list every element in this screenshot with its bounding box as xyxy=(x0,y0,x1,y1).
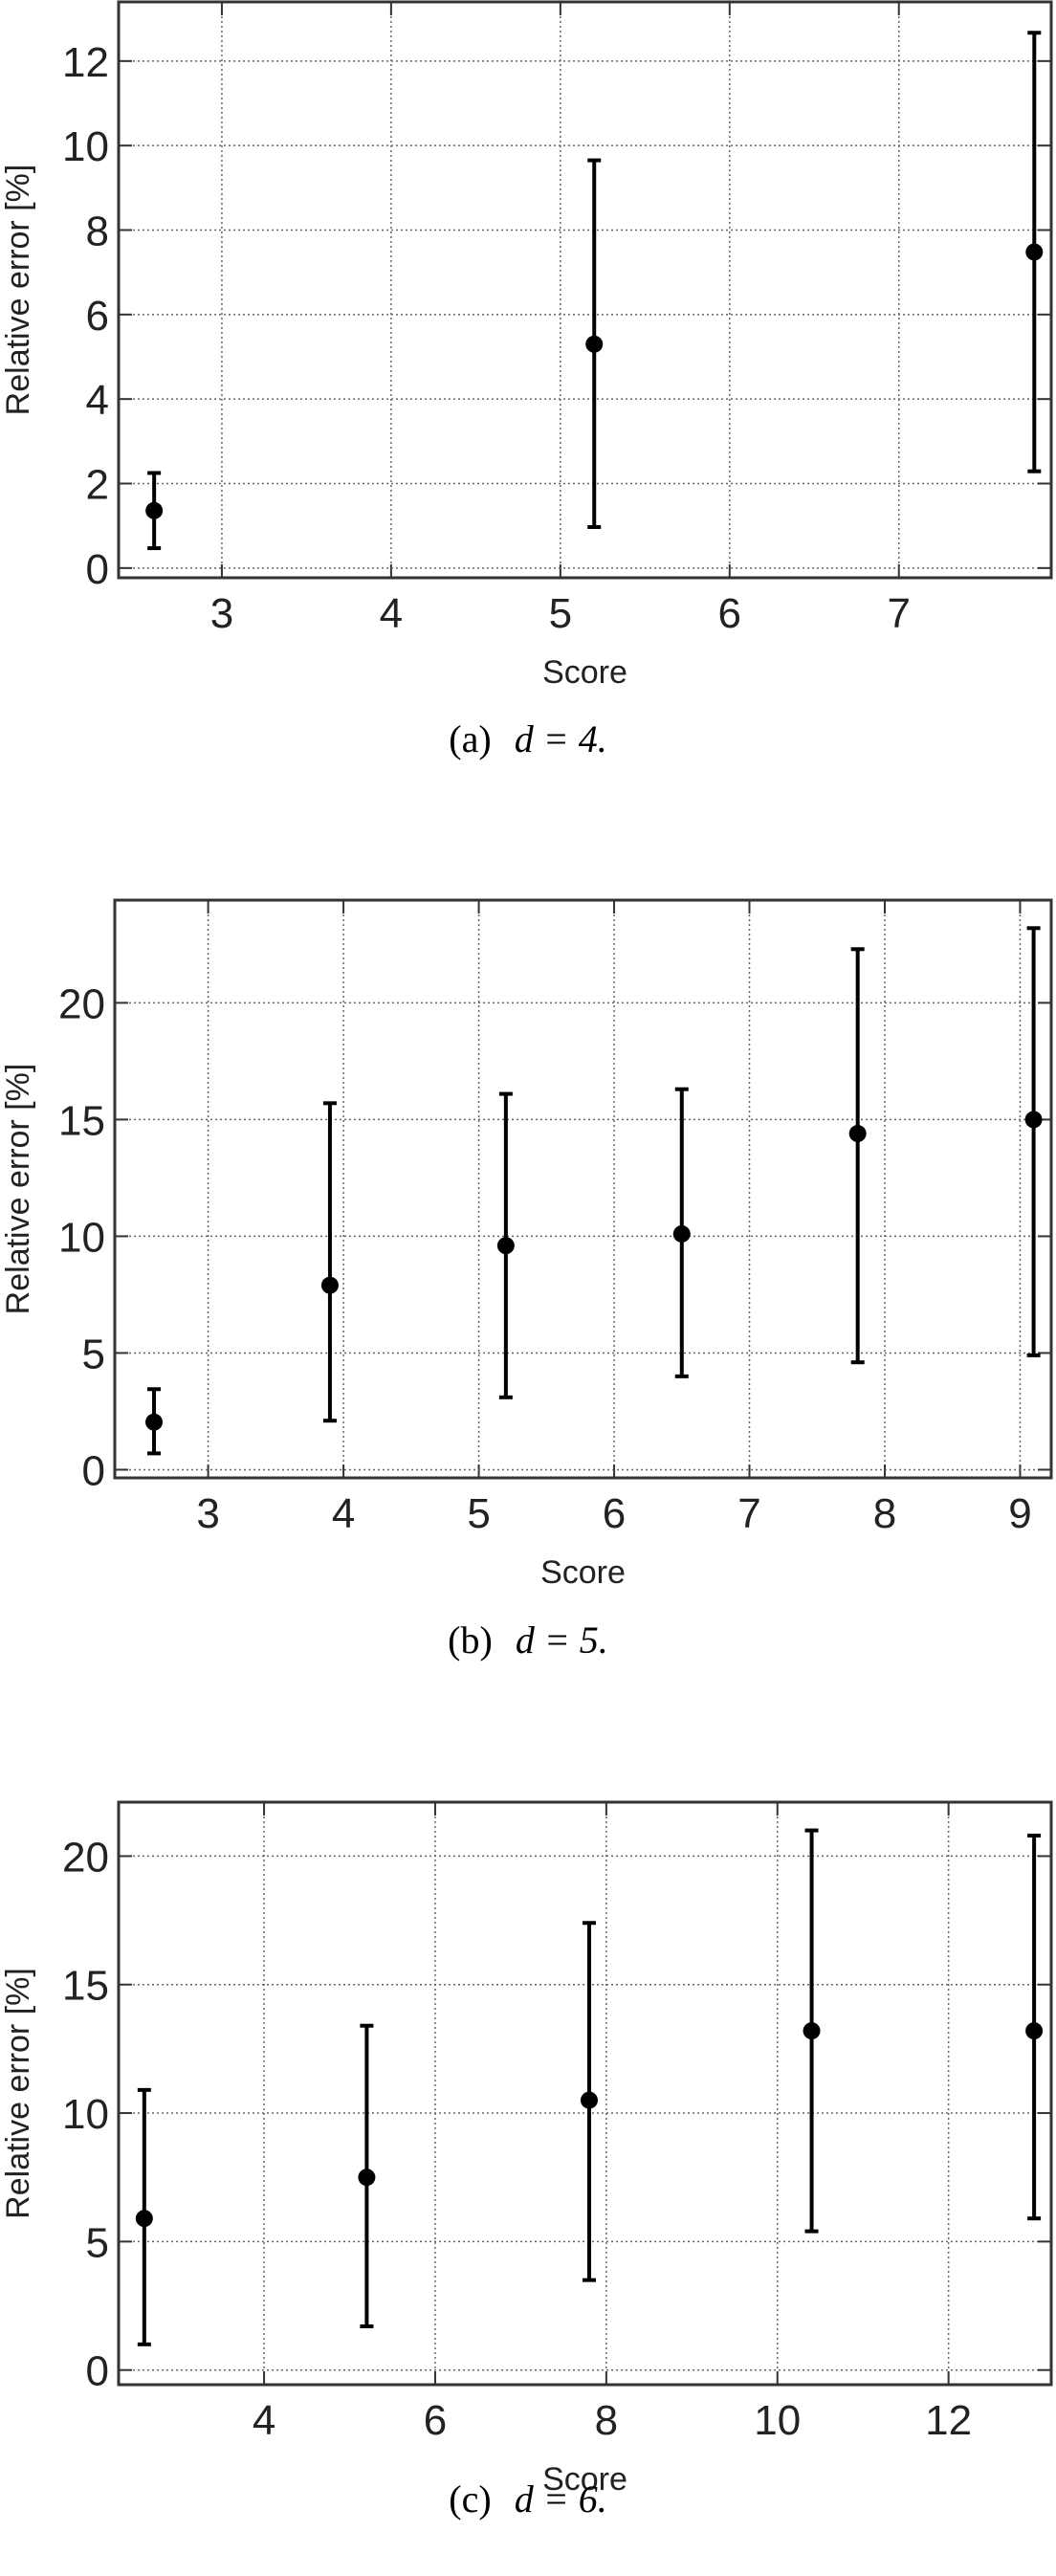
y-tick-label: 6 xyxy=(86,293,109,340)
caption-text: d = 6. xyxy=(515,2477,607,2521)
x-axis-label: Score xyxy=(540,1554,626,1591)
y-tick-label: 15 xyxy=(62,1963,109,2010)
caption: (b) d = 5. xyxy=(448,1618,608,1662)
point xyxy=(496,1237,515,1255)
y-tick-label: 20 xyxy=(58,980,105,1027)
point xyxy=(1024,1111,1043,1129)
plot-frame xyxy=(117,1800,1053,2387)
y-tick-label: 8 xyxy=(86,209,109,255)
x-tick-label: 7 xyxy=(737,1490,760,1537)
x-tick-label: 8 xyxy=(873,1490,896,1537)
y-tick-label: 4 xyxy=(86,377,109,424)
x-axis-label: Score xyxy=(542,654,627,691)
point xyxy=(803,2022,821,2040)
x-tick-label: 8 xyxy=(595,2397,618,2444)
y-tick-label: 10 xyxy=(62,123,109,170)
point xyxy=(580,2091,598,2109)
plot-frame xyxy=(113,898,1053,1480)
point xyxy=(320,1276,339,1294)
caption: (c) d = 6. xyxy=(449,2477,606,2521)
x-tick-label: 3 xyxy=(210,590,233,637)
x-tick-label: 10 xyxy=(754,2397,801,2444)
x-tick-label: 12 xyxy=(925,2397,972,2444)
point xyxy=(672,1224,691,1243)
y-tick-label: 20 xyxy=(62,1834,109,1881)
y-axis-label: Relative error [%] xyxy=(0,165,36,416)
y-axis-label: Relative error [%] xyxy=(0,1968,36,2219)
y-tick-label: 0 xyxy=(86,546,109,593)
x-tick-label: 4 xyxy=(332,1490,355,1537)
y-axis-label: Relative error [%] xyxy=(0,1064,36,1315)
point xyxy=(145,501,164,519)
y-tick-label: 12 xyxy=(62,39,109,86)
y-tick-label: 15 xyxy=(58,1097,105,1144)
caption-label: (c) xyxy=(449,2477,491,2521)
plot-frame xyxy=(117,0,1053,580)
x-tick-label: 6 xyxy=(424,2397,447,2444)
x-tick-label: 9 xyxy=(1008,1490,1031,1537)
x-tick-label: 5 xyxy=(549,590,572,637)
x-tick-label: 6 xyxy=(718,590,741,637)
y-tick-label: 5 xyxy=(82,1331,105,1377)
x-tick-label: 7 xyxy=(888,590,911,637)
y-tick-label: 2 xyxy=(86,462,109,509)
caption: (a) d = 4. xyxy=(449,717,606,760)
x-tick-label: 4 xyxy=(380,590,403,637)
point xyxy=(358,2169,376,2187)
y-tick-label: 10 xyxy=(62,2091,109,2138)
y-tick-label: 0 xyxy=(82,1447,105,1494)
point xyxy=(1025,2022,1044,2040)
y-tick-label: 10 xyxy=(58,1214,105,1261)
caption-label: (a) xyxy=(449,717,491,760)
x-tick-label: 3 xyxy=(196,1490,219,1537)
point xyxy=(135,2210,153,2228)
x-axis-label: Score xyxy=(542,2461,627,2498)
caption-text: d = 4. xyxy=(515,717,607,760)
point xyxy=(848,1125,867,1143)
point xyxy=(585,335,604,353)
x-tick-label: 4 xyxy=(253,2397,275,2444)
caption-text: d = 5. xyxy=(516,1618,608,1662)
x-tick-label: 5 xyxy=(467,1490,490,1537)
y-tick-label: 5 xyxy=(86,2219,109,2266)
point xyxy=(145,1413,164,1431)
caption-label: (b) xyxy=(448,1618,493,1662)
x-tick-label: 6 xyxy=(603,1490,626,1537)
y-tick-label: 0 xyxy=(86,2348,109,2395)
point xyxy=(1025,243,1044,261)
